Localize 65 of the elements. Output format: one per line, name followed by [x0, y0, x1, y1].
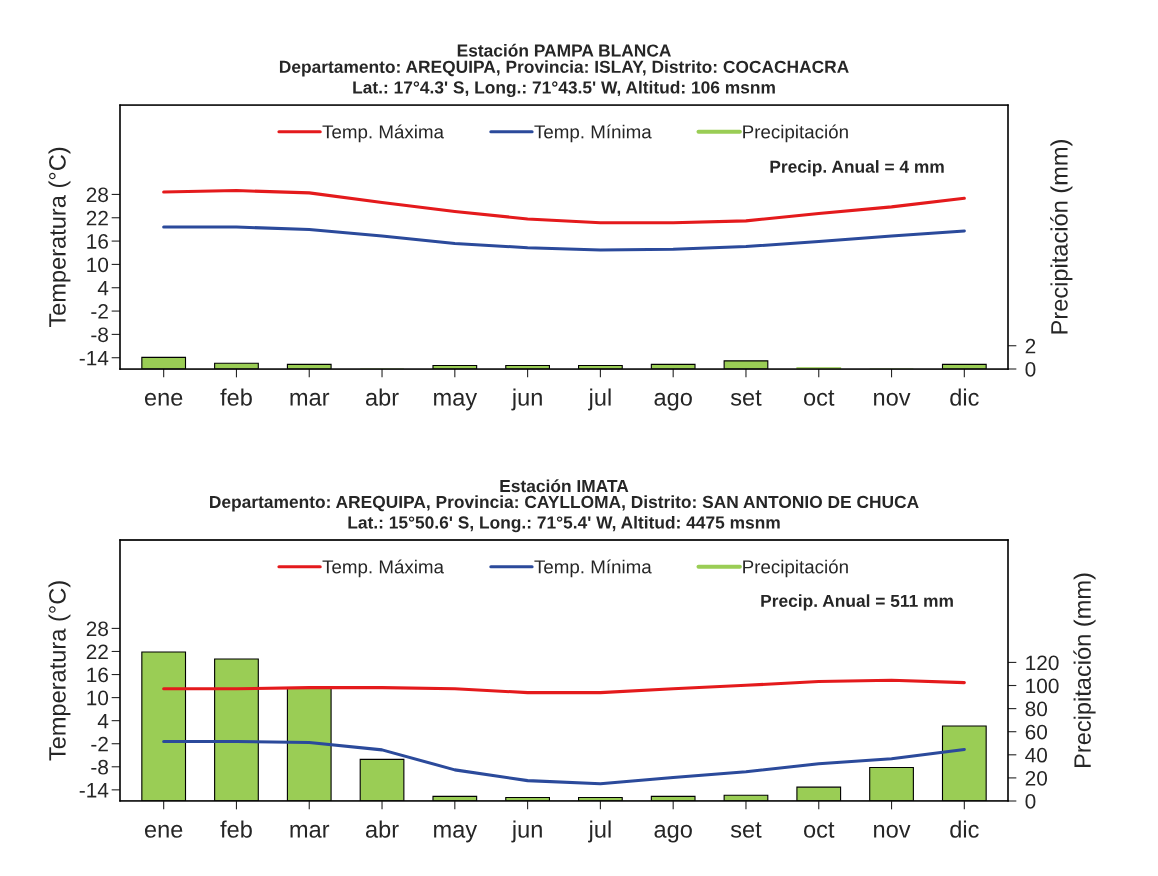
y2-tick-label: 0 — [1025, 794, 1036, 809]
legend-label: Temp. Mínima — [534, 124, 652, 143]
chart-title: Estación PAMPA BLANCA — [457, 43, 671, 57]
y-tick-label: 4 — [97, 713, 109, 729]
chart-subtitle: Departamento: AREQUIPA, Provincia: CAYLLOMA, Distrito: SAN ANTONIO DE CHUCA Lat.: 15°50.6' S, Long.: 71°5.4' W, Altitud: 4475 msnm — [210, 495, 919, 533]
annotation: Precip. Anual = 511 mm — [761, 594, 953, 611]
x-tick-label: abr — [365, 388, 399, 406]
x-tick-label: jul — [588, 820, 611, 843]
x-tick-label: ago — [654, 392, 692, 411]
x-tick-label: jul — [588, 388, 611, 411]
y-tick-label: -8 — [91, 759, 108, 775]
x-tick-label: dic — [950, 388, 979, 406]
y-tick-label: 22 — [86, 210, 108, 226]
chart-subtitle: Departamento: AREQUIPA, Provincia: ISLAY, Distrito: COCACHACRA Lat.: 17°4.3' S, Long.: 71°43.5' W, Altitud: 106 msnm — [279, 60, 849, 98]
y-tick-label: 16 — [87, 667, 108, 683]
y2-axis-title: Precipitación (mm) — [1073, 573, 1096, 767]
y-tick-label: -14 — [79, 783, 109, 798]
y-tick-label: -8 — [91, 327, 108, 343]
legend-label: Precipitación — [743, 559, 848, 578]
chart-title: Estación IMATA — [500, 479, 629, 493]
x-tick-label: dic — [950, 820, 979, 838]
y2-tick-label: 40 — [1025, 747, 1048, 763]
y-tick-label: 16 — [87, 234, 108, 249]
y2-tick-label: 20 — [1025, 770, 1048, 786]
x-tick-label: feb — [220, 820, 252, 838]
x-tick-label: may — [434, 392, 478, 411]
x-tick-label: set — [730, 822, 762, 838]
y2-tick-label: 0 — [1025, 362, 1036, 377]
x-tick-label: jun — [511, 820, 542, 843]
y-tick-label: -14 — [79, 350, 109, 366]
y2-tick-label: 2 — [1025, 338, 1036, 354]
x-tick-label: feb — [220, 388, 252, 406]
x-tick-label: nov — [874, 392, 911, 406]
y-tick-label: 4 — [97, 280, 109, 296]
x-tick-label: set — [730, 390, 762, 406]
y-tick-label: 10 — [87, 690, 109, 706]
x-tick-label: ago — [654, 824, 692, 843]
x-tick-label: ene — [144, 392, 183, 406]
x-tick-label: ene — [144, 824, 183, 838]
y2-axis-title: Precipitación (mm) — [1050, 140, 1073, 334]
y2-tick-label: 100 — [1026, 678, 1059, 694]
x-tick-label: mar — [290, 392, 330, 406]
x-tick-label: nov — [874, 824, 911, 838]
x-tick-label: oct — [804, 390, 835, 406]
y-tick-label: 10 — [87, 257, 109, 273]
x-tick-label: oct — [804, 822, 835, 838]
y-tick-label: 28 — [86, 621, 108, 637]
y2-tick-label: 120 — [1026, 655, 1059, 671]
annotation: Precip. Anual = 4 mm — [770, 160, 944, 177]
x-tick-label: may — [434, 824, 478, 843]
y-tick-label: -2 — [91, 736, 108, 752]
legend-label: Temp. Máxima — [322, 559, 444, 578]
x-tick-label: mar — [290, 824, 330, 838]
y-axis-title: Temperatura (°C) — [48, 147, 71, 328]
y-axis-title: Temperatura (°C) — [48, 581, 71, 761]
y2-tick-label: 80 — [1025, 701, 1048, 717]
y2-tick-label: 60 — [1025, 724, 1048, 740]
legend-label: Temp. Máxima — [322, 124, 444, 143]
y-tick-label: 22 — [86, 644, 108, 660]
legend-label: Precipitación — [743, 124, 848, 143]
x-tick-label: jun — [511, 388, 542, 411]
y-tick-label: -2 — [91, 304, 108, 319]
x-tick-label: abr — [365, 820, 399, 838]
y-tick-label: 28 — [86, 187, 108, 203]
legend-label: Temp. Mínima — [534, 559, 652, 578]
